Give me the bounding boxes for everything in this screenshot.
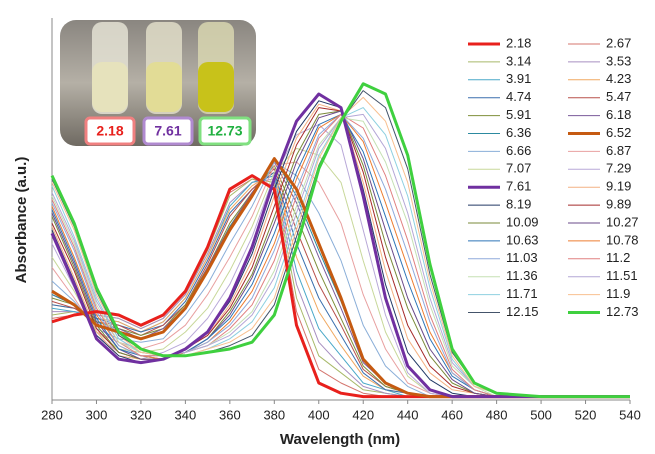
legend-label: 2.18: [506, 35, 531, 50]
legend-label: 7.61: [506, 179, 531, 194]
x-tick-label: 540: [619, 407, 641, 422]
x-tick-label: 520: [575, 407, 597, 422]
legend-label: 2.67: [606, 35, 631, 50]
legend-label: 4.74: [506, 89, 531, 104]
x-tick-label: 500: [530, 407, 552, 422]
legend-label: 11.36: [506, 268, 538, 283]
legend-label: 5.47: [606, 89, 631, 104]
x-tick-label: 400: [308, 407, 330, 422]
spectrum-line: [51, 178, 630, 398]
tube-liquid: [198, 62, 234, 112]
x-tick-label: 340: [175, 407, 197, 422]
legend-label: 11.2: [606, 250, 630, 265]
label-box: [142, 116, 194, 146]
legend-label: 9.19: [606, 179, 631, 194]
spectrum-line: [51, 117, 630, 398]
inset-label: 7.61: [154, 123, 181, 139]
legend-label: 3.53: [606, 53, 631, 68]
tube-liquid: [146, 62, 182, 112]
label-box: [198, 116, 252, 146]
spectrum-line: [51, 103, 630, 398]
y-axis-title: Absorbance (a.u.): [13, 157, 30, 284]
spectrum-line: [51, 147, 630, 398]
spectrum-line: [50, 82, 630, 399]
x-tick-label: 280: [41, 407, 63, 422]
legend-label: 8.19: [506, 197, 531, 212]
legend-label: 11.9: [606, 286, 630, 301]
spectrum-line: [51, 110, 630, 398]
spectrum-line: [51, 107, 630, 398]
x-axis-title: Wavelength (nm): [280, 431, 400, 448]
spectrum-line: [51, 107, 630, 398]
spectrum-line: [51, 178, 630, 398]
x-tick-label: 440: [397, 407, 419, 422]
x-tick-label: 380: [263, 407, 285, 422]
legend-label: 7.07: [506, 161, 531, 176]
legend-label: 3.14: [506, 53, 531, 68]
legend-label: 11.03: [506, 250, 538, 265]
legend-label: 11.51: [606, 268, 638, 283]
legend-label: 12.15: [506, 304, 539, 319]
legend-label: 5.91: [506, 107, 531, 122]
spectrum-line: [52, 178, 630, 398]
inset-label: 12.73: [207, 123, 242, 139]
legend: 2.18 2.67 3.14 3.53 3.91 4.23 4.74 5.47 5.91 6.18…: [468, 35, 639, 319]
spectrum-line: [50, 92, 630, 399]
x-tick-label: 480: [486, 407, 508, 422]
inset-photo: 2.18 7.61 12.73: [60, 20, 256, 146]
tube-liquid: [92, 62, 128, 112]
inset-label: 2.18: [96, 123, 123, 139]
x-tick-label: 420: [352, 407, 374, 422]
legend-label: 11.71: [506, 286, 538, 301]
x-tick-label: 320: [130, 407, 152, 422]
label-box: [84, 116, 136, 146]
legend-label: 3.91: [506, 71, 531, 86]
spectrum-line: [51, 110, 630, 398]
spectrum-line: [51, 96, 630, 398]
x-tick-label: 360: [219, 407, 241, 422]
legend-label: 6.52: [606, 125, 631, 140]
spectrum-line: [51, 113, 630, 398]
legend-label: 6.18: [606, 107, 631, 122]
spectrum-line: [51, 113, 630, 398]
x-tick-label: 300: [86, 407, 108, 422]
legend-label: 6.87: [606, 143, 631, 158]
x-tick-label: 460: [441, 407, 463, 422]
legend-label: 10.78: [606, 232, 639, 247]
legend-label: 6.66: [506, 143, 531, 158]
legend-label: 7.29: [606, 161, 631, 176]
legend-label: 9.89: [606, 197, 631, 212]
plot-area: 280 300 320 340 360 380 400 420 440 460 480 500 520 5…: [41, 18, 641, 422]
legend-label: 10.27: [606, 214, 639, 229]
legend-label: 6.36: [506, 125, 531, 140]
legend-label: 12.73: [606, 304, 639, 319]
legend-label: 10.09: [506, 214, 539, 229]
legend-label: 10.63: [506, 232, 539, 247]
legend-label: 4.23: [606, 71, 631, 86]
